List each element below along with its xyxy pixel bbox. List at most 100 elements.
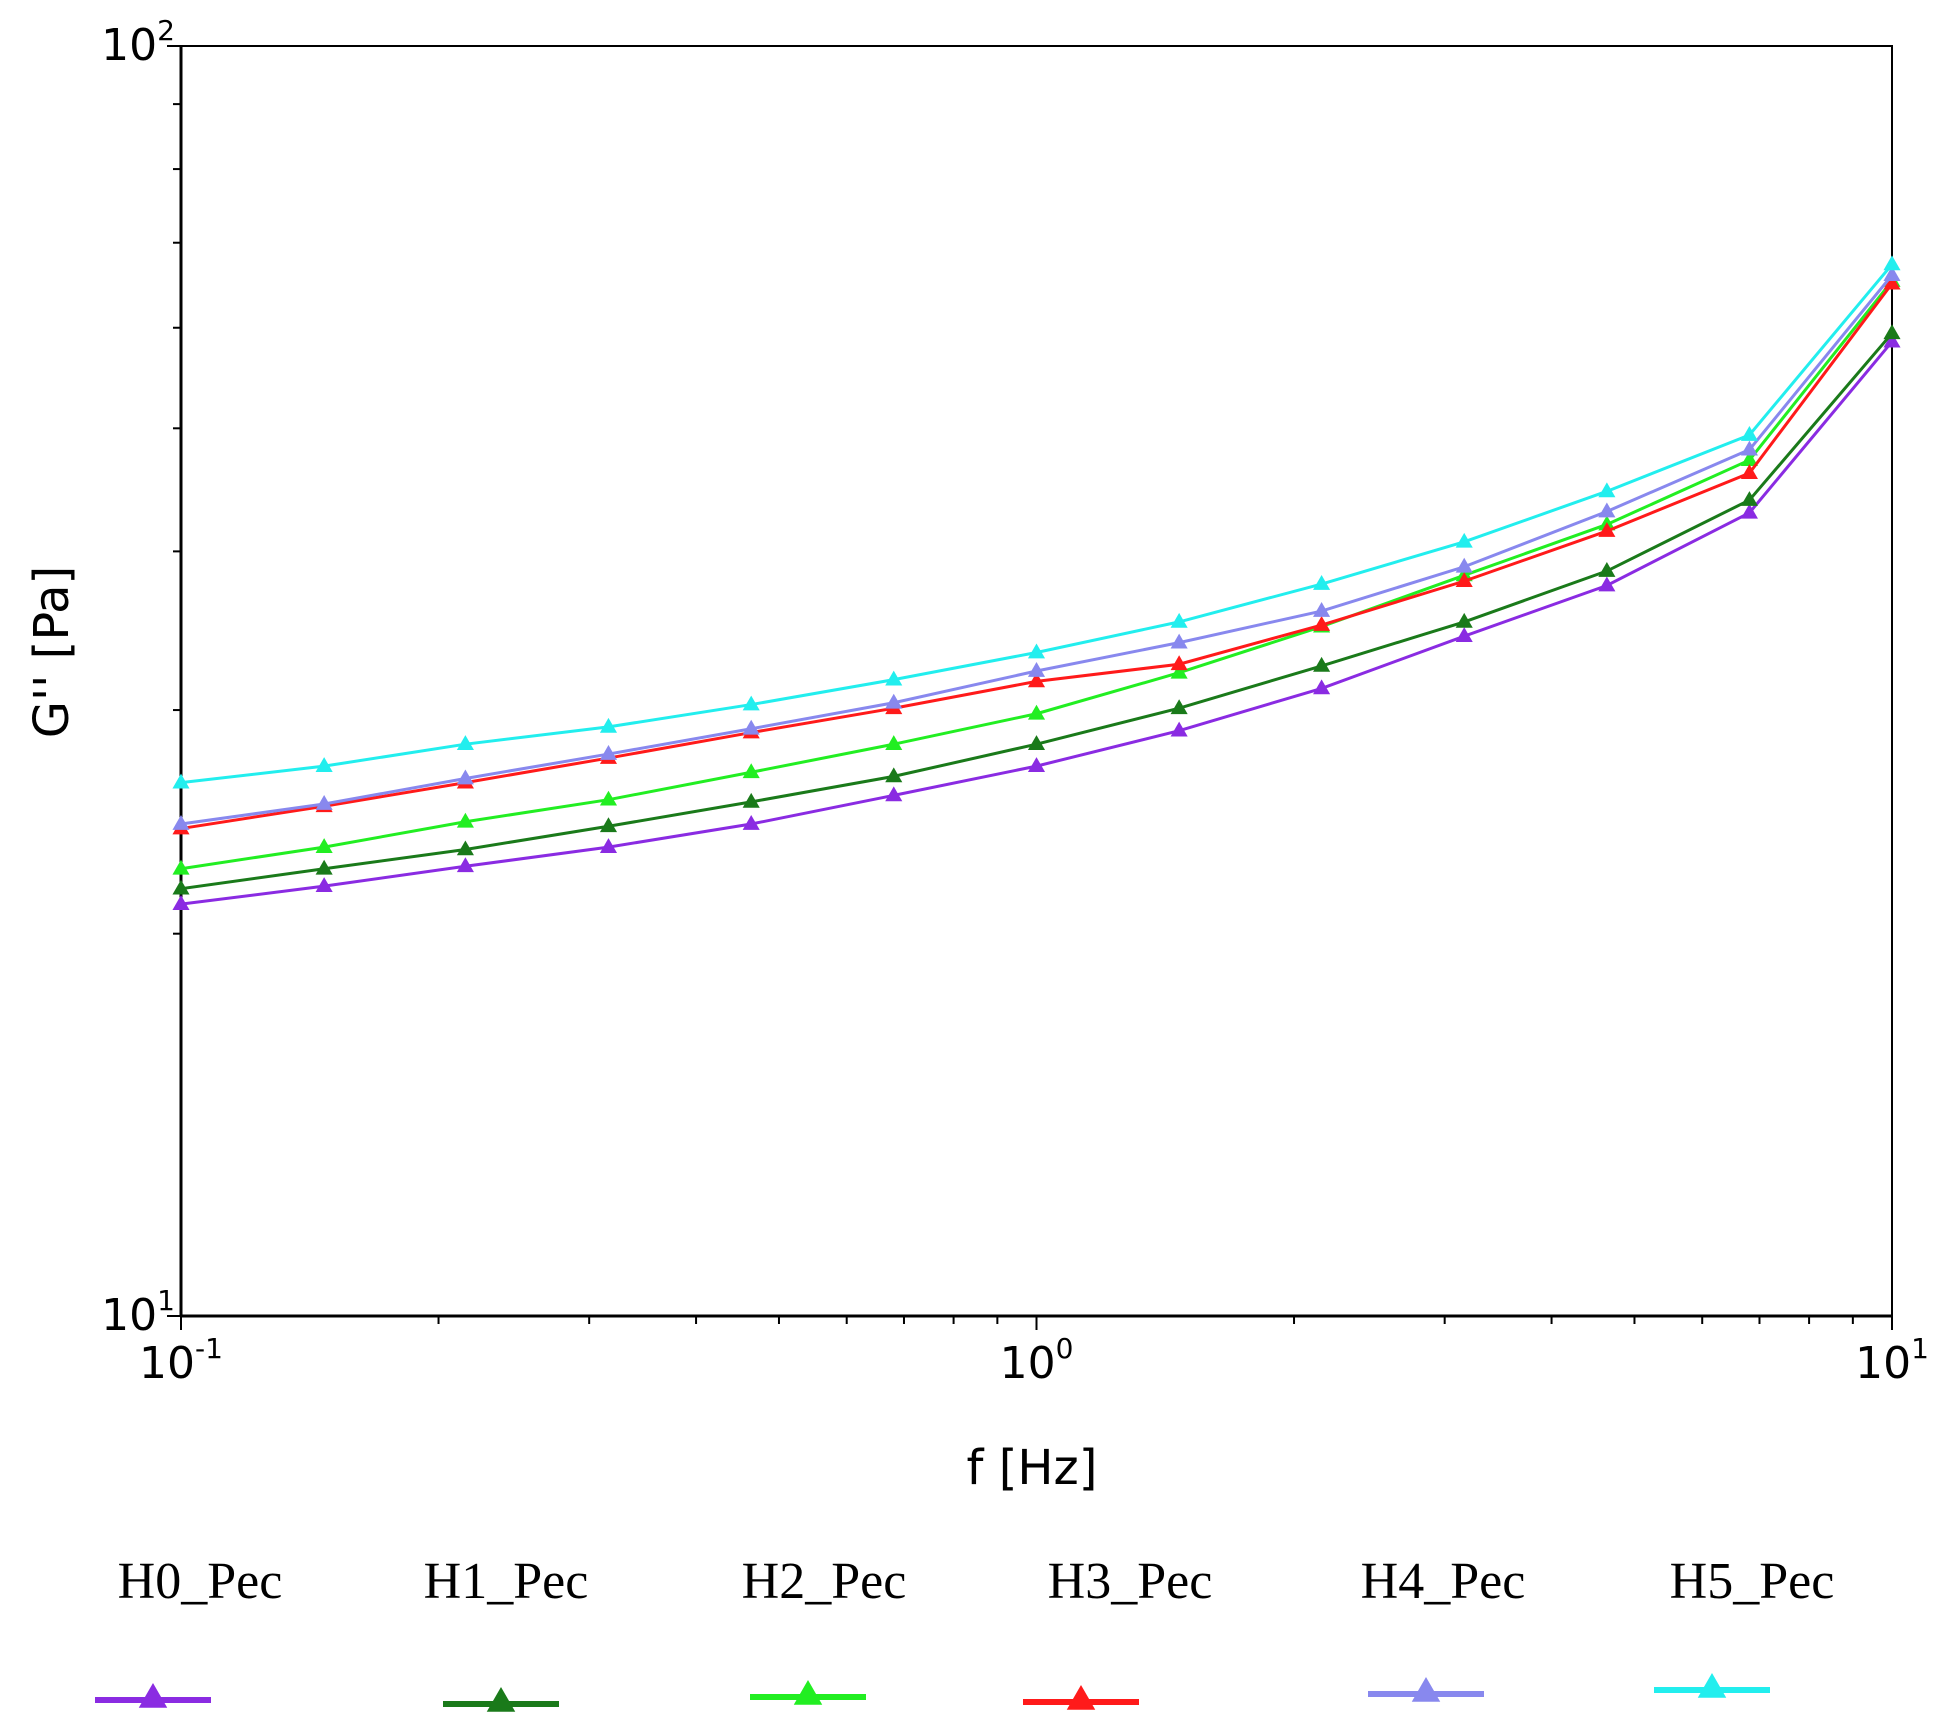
data-point (1027, 662, 1046, 677)
x-tick-label: 10-1 (139, 1332, 223, 1389)
legend-item-h5-pec: H5_Pec (1654, 1553, 1834, 1698)
data-point (1170, 699, 1188, 715)
legend-item-h3-pec: H3_Pec (1023, 1553, 1212, 1710)
data-point (599, 745, 618, 760)
x-tick-label: 101 (1855, 1332, 1929, 1389)
data-point (1027, 757, 1046, 772)
data-point (1170, 612, 1188, 628)
data-point (172, 879, 190, 895)
data-point (1170, 721, 1188, 737)
data-point (315, 877, 333, 893)
data-point (1740, 451, 1758, 466)
data-point (742, 695, 760, 711)
data-point (172, 895, 190, 911)
legend-label: H3_Pec (1048, 1553, 1213, 1610)
data-point (885, 670, 903, 686)
data-point (1883, 266, 1901, 282)
data-point (742, 815, 760, 830)
series-h0-pec (172, 332, 1901, 911)
legend-label: H0_Pec (118, 1553, 283, 1610)
data-point (1313, 575, 1331, 590)
data-point (1740, 464, 1758, 479)
data-point (172, 773, 190, 789)
legend-swatch-marker (1066, 1685, 1096, 1710)
legend-swatch-marker (1411, 1677, 1441, 1702)
data-point (1598, 482, 1616, 498)
legend: H0_Pec H1_Pec H2_Pec H3_Pec H4_Pec H5_Pec (95, 1553, 1834, 1712)
legend-label: H4_Pec (1361, 1553, 1526, 1610)
data-point (885, 693, 903, 709)
data-point (1027, 643, 1046, 659)
data-point (1027, 704, 1046, 720)
legend-swatch-marker (793, 1680, 823, 1705)
data-point (172, 815, 190, 830)
data-point (1313, 679, 1331, 695)
x-axis-label: f [Hz] (967, 1440, 1098, 1496)
data-point (1027, 672, 1046, 688)
series-h4-pec (172, 266, 1901, 830)
series-h5-pec (172, 255, 1901, 789)
data-point (1740, 503, 1758, 519)
data-point (1313, 616, 1331, 631)
data-point (885, 786, 903, 802)
data-point (1598, 502, 1616, 518)
data-point (599, 790, 618, 806)
x-tick-label: 100 (1000, 1332, 1074, 1389)
legend-swatch-marker (138, 1683, 168, 1708)
data-point (1740, 425, 1758, 441)
data-point (742, 792, 760, 808)
data-point (1455, 532, 1473, 548)
data-point (456, 812, 474, 828)
data-point (1313, 602, 1331, 617)
data-point (742, 719, 760, 735)
data-point (599, 838, 618, 853)
legend-label: H5_Pec (1670, 1553, 1835, 1610)
data-point (1883, 332, 1901, 348)
legend-item-h1-pec: H1_Pec (424, 1553, 589, 1712)
data-point (1313, 656, 1331, 672)
series-layer (172, 255, 1901, 911)
y-axis-label: G'' [Pa] (24, 566, 80, 739)
y-axis-ticks: 101 102 (101, 14, 181, 1341)
data-point (1170, 633, 1188, 649)
data-point (599, 717, 618, 733)
data-point (599, 817, 618, 833)
series-h1-pec (172, 324, 1901, 895)
data-point (1740, 440, 1758, 456)
data-point (1027, 735, 1046, 751)
data-point (1455, 557, 1473, 573)
data-point (1883, 324, 1901, 340)
legend-swatch-marker (1697, 1673, 1727, 1698)
data-point (172, 859, 190, 875)
data-point (742, 763, 760, 779)
legend-item-h4-pec: H4_Pec (1361, 1553, 1526, 1702)
legend-swatch-marker (486, 1687, 516, 1712)
data-point (315, 795, 333, 810)
data-point (885, 767, 903, 783)
data-point (456, 735, 474, 751)
data-point (1740, 491, 1758, 506)
data-point (1598, 576, 1616, 592)
legend-item-h0-pec: H0_Pec (95, 1553, 282, 1708)
data-point (1598, 522, 1616, 537)
x-axis-ticks: 10-1 100 101 (139, 1316, 1929, 1389)
data-point (1455, 612, 1473, 628)
data-point (1598, 562, 1616, 577)
data-point (315, 838, 333, 853)
data-point (315, 859, 333, 875)
data-point (1170, 655, 1188, 671)
data-point (1455, 572, 1473, 587)
y-tick-label: 102 (101, 14, 175, 71)
data-point (1883, 255, 1901, 271)
legend-label: H2_Pec (742, 1553, 907, 1610)
data-point (315, 757, 333, 772)
y-tick-label: 101 (101, 1284, 175, 1341)
data-point (456, 857, 474, 873)
data-point (1170, 663, 1188, 679)
data-point (1455, 627, 1473, 643)
data-point (1883, 274, 1901, 290)
legend-item-h2-pec: H2_Pec (742, 1553, 907, 1705)
legend-label: H1_Pec (424, 1553, 589, 1610)
data-point (456, 769, 474, 785)
